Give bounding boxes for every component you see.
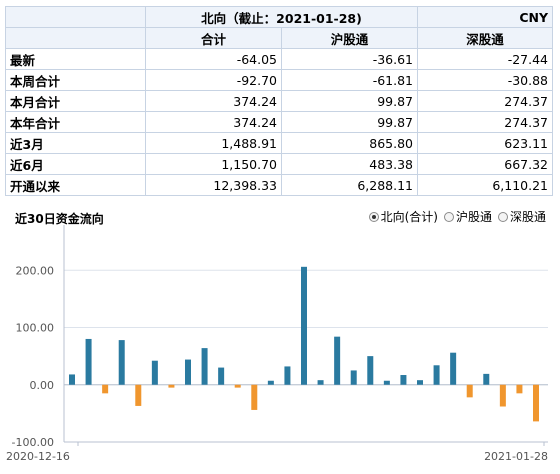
cell-sz: -27.44 [417, 48, 554, 70]
y-tick-label: -100.00 [12, 436, 54, 449]
radio-sh-connect[interactable]: 沪股通 [443, 208, 492, 225]
cell-sz: -30.88 [417, 69, 554, 91]
bar [317, 380, 324, 385]
y-tick-label: 100.00 [16, 322, 55, 335]
radio-sz-connect[interactable]: 深股通 [497, 208, 546, 225]
cell-total: 374.24 [145, 90, 282, 112]
series-selector: 北向(合计) 沪股通 深股通 [368, 208, 546, 225]
x-end-label: 2021-01-28 [484, 450, 548, 463]
cell-total: 374.24 [145, 111, 282, 133]
y-tick-label: 200.00 [16, 264, 55, 277]
bar [433, 365, 440, 385]
summary-title: 北向（截止：2021-01-28) [144, 6, 419, 28]
table-row: 本月合计 374.24 99.87 274.37 [5, 90, 554, 112]
bar [251, 384, 258, 410]
cell-sh: -36.61 [280, 48, 419, 70]
cell-sh: -61.81 [280, 69, 419, 91]
cell-sz: 274.37 [417, 90, 554, 112]
fund-flow-bar-chart: 300.00200.00100.000.00-100.002020-12-162… [6, 225, 548, 463]
table-row: 最新 -64.05 -36.61 -27.44 [5, 48, 554, 70]
column-header-sz: 深股通 [417, 27, 554, 49]
row-label: 最新 [5, 48, 146, 70]
y-tick-label: 0.00 [30, 379, 55, 392]
cell-sz: 623.11 [417, 132, 554, 154]
currency-label: CNY [417, 6, 554, 28]
bar [499, 384, 506, 407]
cell-total: 12,398.33 [145, 174, 282, 196]
radio-label: 北向(合计) [380, 210, 438, 224]
row-label: 本月合计 [5, 90, 146, 112]
bar [383, 380, 390, 385]
bar [400, 375, 407, 385]
bar [234, 384, 241, 388]
cell-total: 1,150.70 [145, 153, 282, 175]
row-label: 本周合计 [5, 69, 146, 91]
bar [168, 384, 175, 388]
radio-unselected-icon[interactable] [443, 211, 454, 222]
cell-sz: 274.37 [417, 111, 554, 133]
table-row: 开通以来 12,398.33 6,288.11 6,110.21 [5, 174, 554, 196]
cell-total: 1,488.91 [145, 132, 282, 154]
table-row: 本周合计 -92.70 -61.81 -30.88 [5, 69, 554, 91]
row-label: 开通以来 [5, 174, 146, 196]
bar [118, 340, 125, 385]
bar [218, 367, 225, 385]
bar [334, 336, 341, 385]
bar [69, 374, 75, 385]
radio-unselected-icon[interactable] [497, 211, 508, 222]
row-label: 本年合计 [5, 111, 146, 133]
table-row: 近3月 1,488.91 865.80 623.11 [5, 132, 554, 154]
cell-sz: 667.32 [417, 153, 554, 175]
cell-total: -64.05 [145, 48, 282, 70]
bar [466, 384, 473, 398]
radio-label: 深股通 [509, 210, 546, 224]
cell-sz: 6,110.21 [417, 174, 554, 196]
bar [417, 380, 423, 385]
cell-total: -92.70 [145, 69, 282, 91]
radio-northbound-total[interactable]: 北向(合计) [368, 208, 438, 225]
bar [483, 373, 490, 385]
row-label: 近3月 [5, 132, 146, 154]
summary-table: 北向（截止：2021-01-28) CNY 合计 沪股通 深股通 最新 -64.… [5, 6, 554, 196]
bar [102, 384, 109, 394]
table-row: 本年合计 374.24 99.87 274.37 [5, 111, 554, 133]
bar [533, 384, 539, 422]
x-start-label: 2020-12-16 [6, 450, 70, 463]
cell-sh: 99.87 [280, 111, 419, 133]
radio-label: 沪股通 [455, 210, 492, 224]
cell-sh: 99.87 [280, 90, 419, 112]
column-header-total: 合计 [145, 27, 282, 49]
bar [85, 338, 92, 385]
column-header-sh: 沪股通 [280, 27, 419, 49]
bar [516, 384, 523, 394]
bar [367, 356, 374, 385]
chart-title: 近30日资金流向 [15, 212, 104, 226]
column-header-row: 合计 沪股通 深股通 [5, 27, 554, 49]
bar [201, 348, 208, 385]
radio-selected-icon[interactable] [368, 211, 379, 222]
summary-title-row: 北向（截止：2021-01-28) CNY [5, 6, 554, 28]
bar [284, 366, 291, 385]
bar [267, 380, 274, 385]
table-row: 近6月 1,150.70 483.38 667.32 [5, 153, 554, 175]
bar [151, 360, 158, 385]
bar [301, 266, 307, 385]
cell-sh: 865.80 [280, 132, 419, 154]
bar [350, 370, 357, 385]
cell-sh: 483.38 [280, 153, 419, 175]
cell-sh: 6,288.11 [280, 174, 419, 196]
row-label: 近6月 [5, 153, 146, 175]
bar [450, 352, 457, 385]
bar [185, 359, 191, 385]
bar [135, 384, 142, 406]
